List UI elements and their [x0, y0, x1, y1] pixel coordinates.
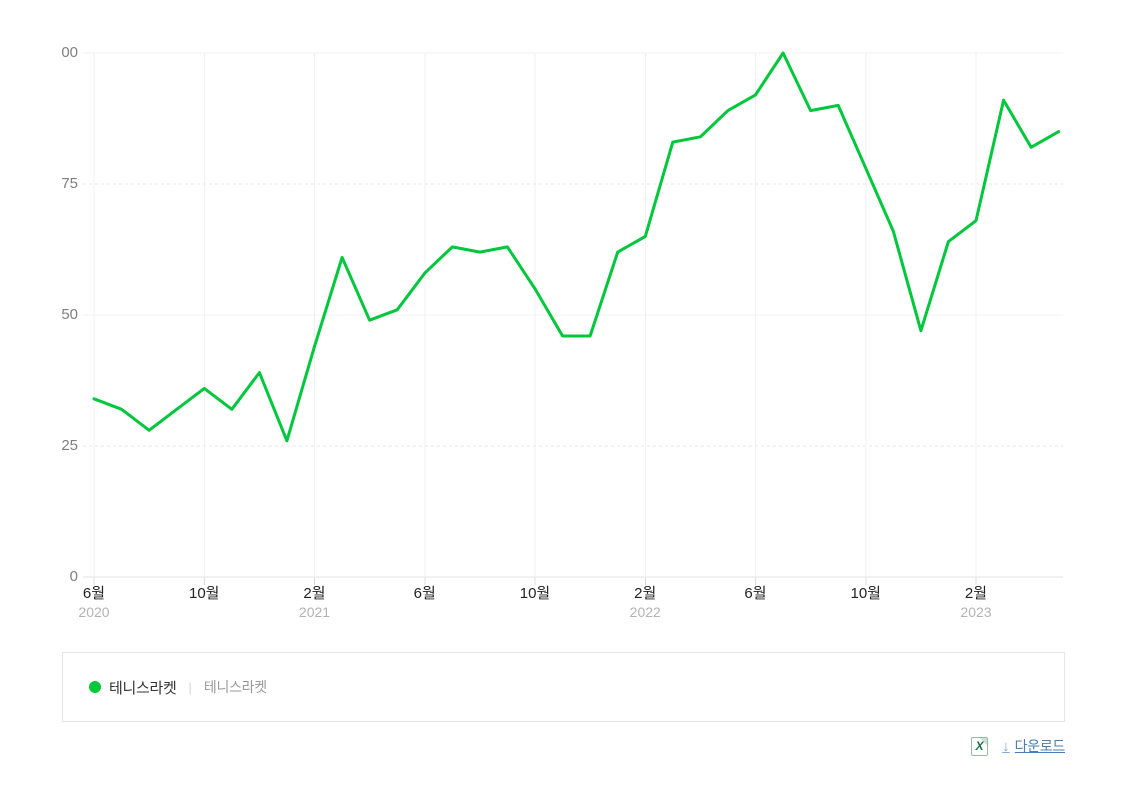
legend-series-label: 테니스라켓 [109, 679, 177, 697]
y-axis-tick-label: 00 [61, 44, 78, 61]
x-axis-year-label: 2021 [298, 604, 331, 620]
download-arrow-icon: ↓ [1002, 737, 1010, 755]
x-axis-tick-label: 10월 [493, 585, 577, 603]
trend-line-chart [83, 51, 1063, 585]
y-axis-tick-label: 50 [61, 306, 78, 323]
x-axis-tick-label: 10월 [824, 585, 908, 603]
x-axis-tick-label: 2월 2021 [273, 585, 357, 621]
x-axis-month-label: 6월 [744, 585, 767, 602]
legend-box: 테니스라켓 | 테니스라켓 [62, 652, 1065, 722]
download-link[interactable]: ↓ 다운로드 [1002, 736, 1065, 756]
x-axis-month-label: 2월 [634, 585, 657, 602]
legend-divider: | [188, 679, 192, 695]
y-axis-tick-label: 25 [61, 437, 78, 454]
y-axis-tick-label: 0 [69, 568, 78, 585]
x-axis-month-label: 10월 [850, 585, 882, 602]
x-axis-month-label: 2월 [964, 585, 988, 602]
x-axis-month-label: 6월 [82, 585, 106, 602]
x-axis-year-label: 2022 [629, 604, 661, 620]
x-axis-tick-label: 2월 2023 [934, 585, 1018, 621]
x-axis-tick-label: 6월 [714, 585, 798, 603]
download-link-label: 다운로드 [1014, 738, 1066, 754]
x-axis-tick-label: 10월 [162, 585, 246, 603]
y-axis-tick-label: 75 [61, 175, 78, 192]
x-axis-month-label: 2월 [303, 585, 326, 602]
x-axis-month-label: 10월 [189, 585, 220, 602]
series-color-dot-icon [89, 681, 101, 693]
series-line-테니스라켓 [92, 51, 1061, 443]
x-axis-tick-label: 2월 2022 [603, 585, 687, 621]
x-axis-tick-label: 6월 2020 [52, 585, 136, 621]
x-axis-year-label: 2020 [78, 604, 110, 620]
legend-keyword-label: 테니스라켓 [203, 679, 267, 695]
x-axis-year-label: 2023 [960, 604, 992, 620]
x-axis-month-label: 10월 [519, 585, 551, 602]
x-axis-month-label: 6월 [413, 585, 436, 602]
excel-download-icon[interactable]: X [971, 736, 989, 756]
download-row: X ↓ 다운로드 [971, 735, 1065, 757]
x-axis-tick-label: 6월 [383, 585, 467, 603]
